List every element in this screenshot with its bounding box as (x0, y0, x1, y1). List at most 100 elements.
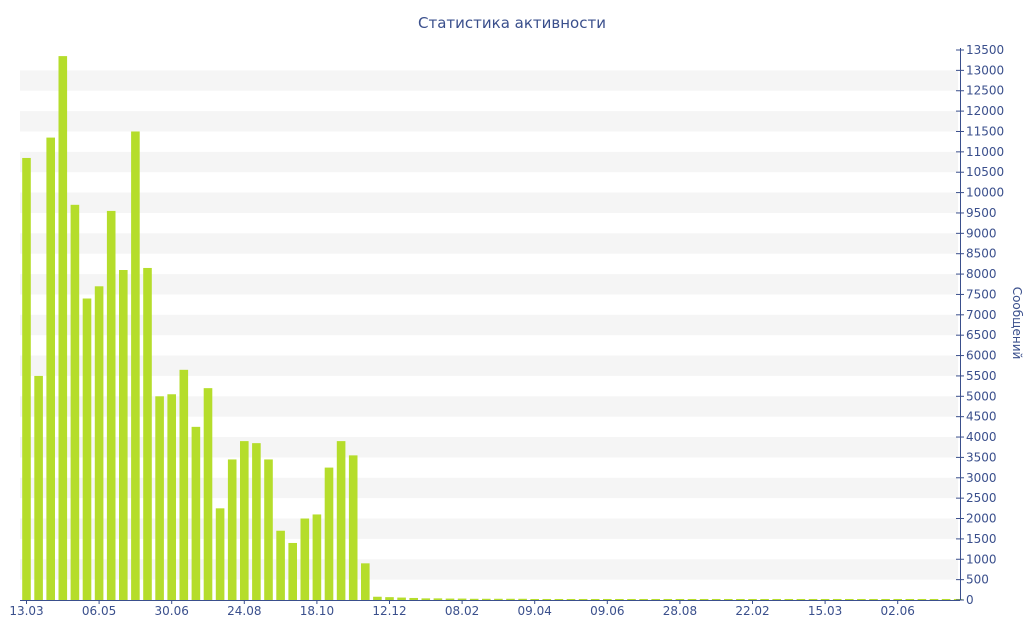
grid-band (20, 111, 958, 132)
y-tick-label: 1000 (966, 552, 997, 566)
bar (711, 598, 721, 600)
bar (288, 542, 297, 600)
bar (46, 137, 55, 600)
bars (22, 56, 963, 601)
grid-bands (20, 70, 958, 580)
x-tick-label: 12.12 (372, 604, 406, 618)
bar (312, 514, 322, 600)
bar (772, 598, 781, 600)
bar (857, 598, 866, 600)
grid-band (20, 151, 958, 173)
x-tick-label: 02.06 (881, 604, 915, 618)
bar (639, 598, 648, 600)
y-tick-label: 10000 (966, 186, 1004, 200)
bar (167, 394, 176, 600)
bar (784, 598, 794, 600)
bar (675, 598, 685, 600)
bar (603, 598, 612, 600)
bar (264, 459, 273, 600)
x-tick-label: 18.10 (300, 604, 334, 618)
bar (917, 598, 927, 600)
y-tick-label: 7000 (966, 308, 997, 322)
grid-band (20, 355, 958, 376)
y-tick-label: 8000 (966, 267, 997, 281)
bar (627, 598, 636, 600)
bar (227, 459, 237, 600)
bar (119, 270, 128, 600)
bar (881, 598, 890, 600)
bar (615, 598, 624, 600)
bar (106, 210, 116, 601)
bar (518, 598, 527, 600)
bar (760, 598, 769, 600)
bar (143, 267, 152, 600)
bar (687, 598, 697, 600)
bar (482, 598, 491, 600)
bar (240, 441, 249, 600)
y-tick-label: 500 (966, 573, 989, 587)
bar (748, 598, 757, 600)
grid-band (20, 192, 958, 213)
bar (179, 369, 189, 600)
y-tick-label: 5000 (966, 389, 997, 403)
x-tick-label: 22.02 (735, 604, 769, 618)
bar (566, 598, 576, 600)
bar (155, 396, 164, 600)
y-tick-label: 4000 (966, 430, 997, 444)
bar (820, 598, 830, 600)
bar (457, 598, 467, 600)
bar (651, 598, 660, 600)
bar (590, 598, 600, 600)
bar (58, 56, 68, 601)
grid-band (20, 314, 958, 336)
bar (421, 598, 431, 600)
y-tick-label: 12500 (966, 84, 1004, 98)
bar (276, 530, 285, 600)
grid-band (20, 233, 958, 254)
bar (409, 597, 418, 600)
y-tick-label: 2500 (966, 491, 997, 505)
y-tick-label: 10500 (966, 165, 1004, 179)
bar (348, 455, 358, 600)
grid-band (20, 274, 958, 295)
y-tick-label: 8500 (966, 247, 997, 261)
y-tick-label: 9500 (966, 206, 997, 220)
bar (34, 375, 43, 600)
bar (300, 518, 310, 600)
x-tick-label: 09.04 (518, 604, 552, 618)
bar (663, 598, 673, 600)
y-tick-label: 3500 (966, 450, 997, 464)
bar (530, 598, 539, 600)
bar (724, 598, 733, 600)
x-tick-label: 30.06 (155, 604, 189, 618)
bar (905, 598, 915, 600)
bar (373, 596, 382, 600)
bar (542, 598, 552, 600)
bar (191, 426, 201, 600)
y-tick-label: 0 (966, 593, 974, 607)
bar (699, 598, 709, 600)
y-tick-label: 4500 (966, 410, 997, 424)
axes: 0 500 1000 1500 2000 2500 3000 3500 4000 4500 5000… (9, 43, 1004, 618)
bar (336, 441, 346, 600)
y-tick-label: 13000 (966, 63, 1004, 77)
y-axis-title: Сообщений (1010, 287, 1024, 360)
bar (469, 598, 479, 600)
bar (385, 597, 394, 600)
bar (796, 598, 806, 600)
y-tick-label: 6500 (966, 328, 997, 342)
x-tick-label: 09.06 (590, 604, 624, 618)
bar (869, 598, 878, 600)
x-tick-label: 13.03 (9, 604, 43, 618)
y-tick-label: 9000 (966, 226, 997, 240)
bar (953, 598, 963, 600)
bar (808, 598, 818, 600)
bar (361, 563, 370, 600)
y-tick-label: 7500 (966, 287, 997, 301)
x-tick-label: 28.08 (663, 604, 697, 618)
y-tick-label: 6000 (966, 349, 997, 363)
y-tick-label: 1500 (966, 532, 997, 546)
x-tick-label: 06.05 (82, 604, 116, 618)
